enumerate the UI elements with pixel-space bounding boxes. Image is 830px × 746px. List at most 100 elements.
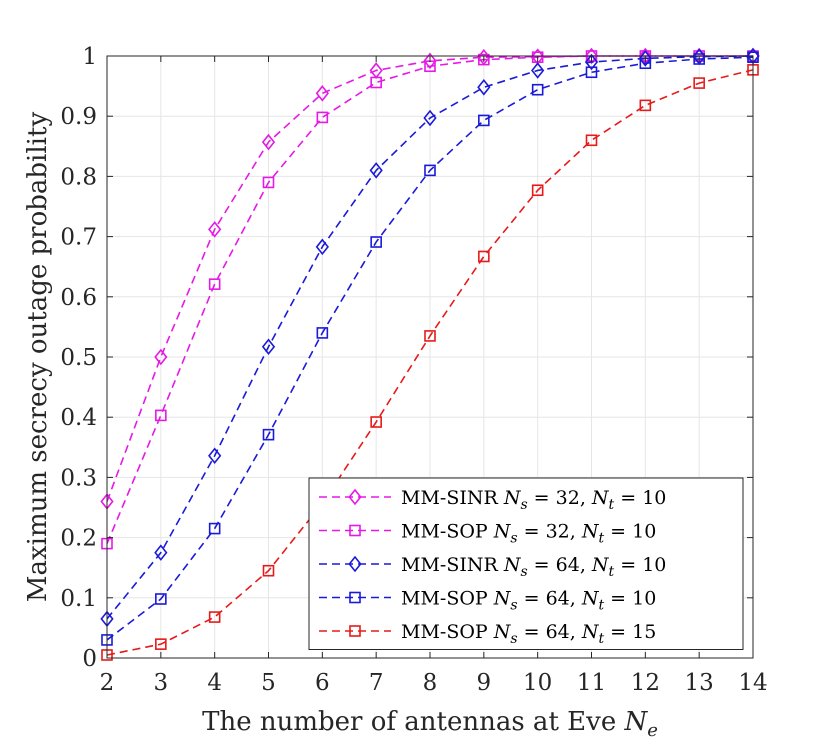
y-tick-label: 0 xyxy=(82,646,97,672)
series-line xyxy=(106,55,753,544)
legend-equals: = xyxy=(518,521,546,543)
x-tick-label: 6 xyxy=(315,670,330,696)
legend-equals: = xyxy=(604,621,632,643)
legend-nt-subscript: t xyxy=(609,564,615,580)
legend-comma: , xyxy=(580,487,592,509)
legend-series-name: MM-SINR xyxy=(401,487,498,509)
x-axis-title-symbol: N xyxy=(623,707,648,737)
legend-nt-symbol: N xyxy=(581,588,600,610)
data-point xyxy=(316,327,329,339)
data-point xyxy=(585,134,598,147)
legend-nt-subscript: t xyxy=(598,598,604,614)
legend-label: MM-SOP Ns = 32, Nt = 10 xyxy=(401,521,656,547)
legend-nt-symbol: N xyxy=(581,521,600,543)
legend-equals: = xyxy=(614,554,642,576)
legend-nt-value: 10 xyxy=(642,487,666,509)
legend-entry: MM-SOP Ns = 64, Nt = 10 xyxy=(319,588,656,614)
legend-label: MM-SOP Ns = 64, Nt = 10 xyxy=(401,588,656,614)
data-point xyxy=(584,47,599,65)
data-point xyxy=(154,544,168,561)
data-point xyxy=(262,176,275,189)
data-point xyxy=(478,53,490,66)
data-point xyxy=(262,564,275,577)
legend-equals: = xyxy=(518,621,546,643)
y-tick-label: 1 xyxy=(82,44,97,70)
data-point xyxy=(262,428,275,441)
legend-marker xyxy=(349,591,361,604)
legend-box xyxy=(308,477,744,650)
data-point xyxy=(424,164,436,177)
legend-ns-subscript: s xyxy=(510,631,517,647)
legend-series-name: MM-SINR xyxy=(401,554,498,576)
data-point xyxy=(477,79,491,96)
legend-nt-value: 10 xyxy=(642,554,666,576)
data-point xyxy=(531,62,545,79)
legend-series-name: MM-SOP xyxy=(401,621,488,643)
series-line xyxy=(106,69,754,656)
legend-label: MM-SINR Ns = 64, Nt = 10 xyxy=(401,554,666,580)
legend-nt-symbol: N xyxy=(591,487,610,509)
series-5 xyxy=(101,64,759,661)
y-tick-label: 0.1 xyxy=(60,586,97,612)
legend-ns-subscript: s xyxy=(520,564,527,580)
y-tick-label: 0.7 xyxy=(60,225,97,251)
legend-marker xyxy=(348,555,362,573)
legend-ns-symbol: N xyxy=(493,621,512,643)
legend-ns-symbol: N xyxy=(493,521,512,543)
data-point xyxy=(315,85,329,102)
legend-ns-subscript: s xyxy=(520,497,527,513)
x-tick-label: 11 xyxy=(577,670,606,696)
legend-comma: , xyxy=(570,588,582,610)
y-tick-label: 0.2 xyxy=(60,526,97,552)
legend-nt-value: 15 xyxy=(632,621,656,643)
data-point xyxy=(315,238,329,256)
data-point xyxy=(208,611,221,623)
series-line xyxy=(106,56,754,641)
legend-ns-value: 64 xyxy=(556,554,580,576)
x-tick-label: 13 xyxy=(685,670,714,696)
y-tick-label: 0.5 xyxy=(60,345,97,371)
x-tick-label: 2 xyxy=(100,670,115,696)
y-tick-label: 0.8 xyxy=(60,164,97,190)
y-tick-label: 0.3 xyxy=(60,465,97,491)
legend-nt-value: 10 xyxy=(632,588,656,610)
legend-marker xyxy=(349,625,361,637)
legend-entry: MM-SOP Ns = 64, Nt = 15 xyxy=(319,621,656,647)
data-point xyxy=(423,109,437,127)
data-point xyxy=(261,338,276,356)
legend-comma: , xyxy=(580,554,592,576)
legend-equals: = xyxy=(604,588,632,610)
legend-nt-subscript: t xyxy=(609,497,615,513)
data-point xyxy=(208,522,221,535)
data-point xyxy=(531,83,544,96)
x-tick-label: 5 xyxy=(261,670,276,696)
data-point xyxy=(585,66,598,79)
data-point xyxy=(584,53,599,71)
data-point xyxy=(208,447,222,465)
legend-label: MM-SOP Ns = 64, Nt = 15 xyxy=(401,621,656,647)
legend-equals: = xyxy=(614,487,642,509)
legend-ns-value: 64 xyxy=(546,621,570,643)
legend-equals: = xyxy=(528,554,556,576)
data-point xyxy=(370,416,382,428)
legend-equals: = xyxy=(604,521,632,543)
legend-nt-subscript: t xyxy=(598,531,604,547)
x-tick-label: 9 xyxy=(477,670,492,696)
data-point xyxy=(155,593,167,605)
data-point xyxy=(370,236,382,248)
legend-ns-subscript: s xyxy=(510,598,517,614)
legend-entry: MM-SINR Ns = 64, Nt = 10 xyxy=(319,554,666,580)
legend-entry: MM-SOP Ns = 32, Nt = 10 xyxy=(319,521,656,547)
legend-ns-symbol: N xyxy=(503,487,522,509)
x-tick-label: 8 xyxy=(423,670,438,696)
x-tick-label: 4 xyxy=(207,670,222,696)
legend-ns-subscript: s xyxy=(510,531,517,547)
data-point xyxy=(155,409,167,422)
legend-ns-symbol: N xyxy=(503,554,522,576)
x-axis-title-subscript: e xyxy=(647,720,658,741)
legend-nt-symbol: N xyxy=(591,554,610,576)
legend-marker xyxy=(349,524,361,537)
data-point xyxy=(261,133,276,151)
data-point xyxy=(316,111,329,124)
